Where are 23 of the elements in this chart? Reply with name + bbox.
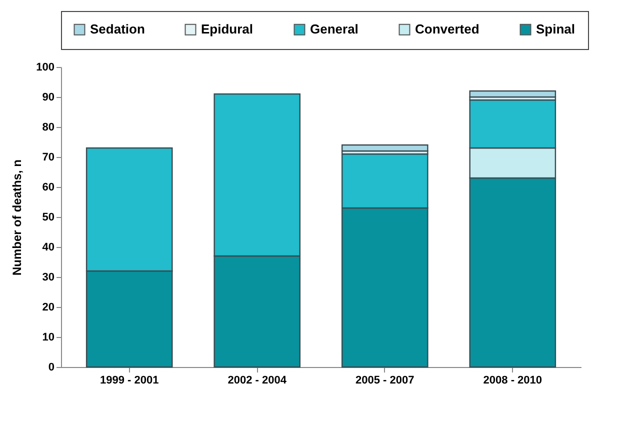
- legend-label: Spinal: [536, 22, 576, 37]
- x-tick-label: 2005 - 2007: [356, 374, 414, 386]
- y-tick-label: 70: [42, 152, 54, 164]
- x-tick-label: 2008 - 2010: [483, 374, 542, 386]
- legend-label: General: [310, 22, 358, 37]
- y-tick-label: 80: [42, 122, 54, 134]
- x-tick-label: 1999 - 2001: [100, 374, 159, 386]
- legend-label: Converted: [415, 22, 480, 37]
- legend-label: Epidural: [201, 22, 254, 37]
- y-tick-label: 90: [42, 92, 54, 104]
- y-tick-label: 20: [42, 302, 54, 314]
- y-axis-title: Number of deaths, n: [10, 159, 24, 276]
- y-tick-label: 30: [42, 272, 54, 284]
- y-tick-label: 100: [36, 62, 54, 74]
- y-tick-label: 60: [42, 182, 54, 194]
- bar: [341, 144, 428, 152]
- y-tick-label: 50: [42, 212, 54, 224]
- y-tick-label: 40: [42, 242, 54, 254]
- bar: [469, 90, 556, 98]
- y-tick-label: 0: [48, 362, 54, 374]
- legend-label: Sedation: [90, 22, 145, 37]
- x-tick-label: 2002 - 2004: [228, 374, 288, 386]
- y-tick-label: 10: [42, 332, 54, 344]
